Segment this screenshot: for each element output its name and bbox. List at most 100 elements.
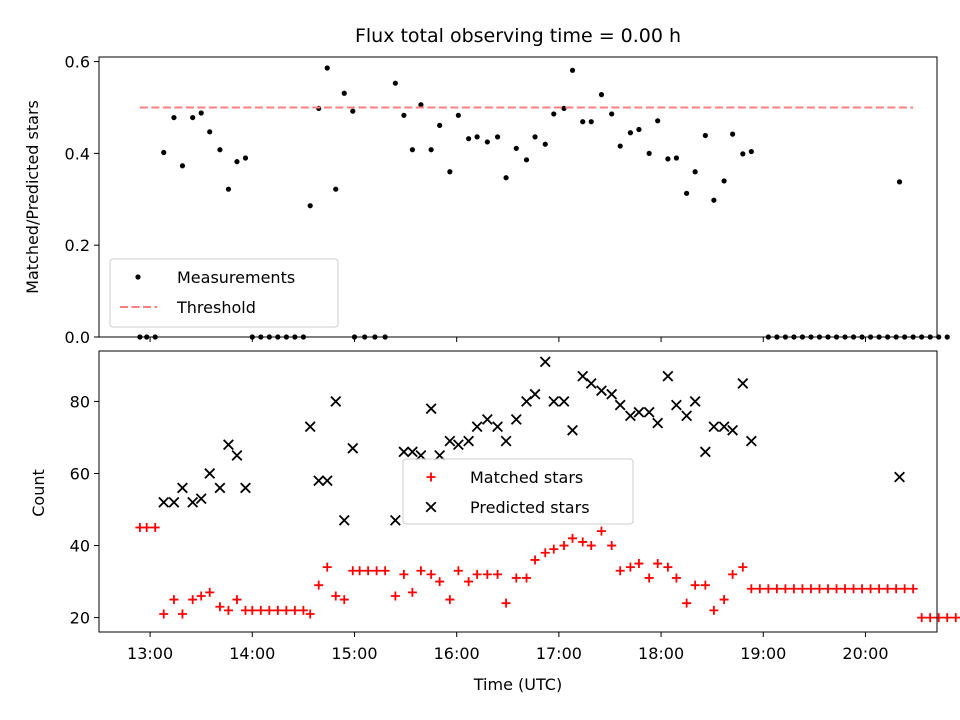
matched-stars-point <box>568 533 578 543</box>
matched-stars-point <box>866 584 876 594</box>
matched-stars-point <box>908 584 918 594</box>
matched-stars-point <box>159 609 169 619</box>
matched-stars-point <box>780 584 790 594</box>
matched-stars-point <box>177 609 187 619</box>
x-tick-label: 17:00 <box>536 644 582 663</box>
predicted-stars-point <box>510 414 522 425</box>
measurements-point <box>171 114 177 121</box>
predicted-stars-point <box>708 421 720 433</box>
predicted-stars-point <box>463 435 475 447</box>
measurements-point <box>447 169 453 175</box>
measurements-point <box>401 112 407 118</box>
predicted-stars-point <box>585 377 597 389</box>
predicted-stars-point <box>670 399 682 411</box>
matched-stars-point <box>232 595 242 605</box>
x-tick-label: 16:00 <box>434 644 480 663</box>
bottom-panel: 20 40 60 80 13:00 14:00 15:00 16:00 17:00 18:00 19… <box>29 350 960 694</box>
measurements-point <box>702 132 708 139</box>
predicted-stars-point <box>624 410 636 422</box>
measurements-point <box>636 126 642 133</box>
x-axis-label: Time (UTC) <box>473 675 562 694</box>
predicted-stars-point <box>577 370 589 382</box>
y-tick-label: 0.4 <box>65 144 90 163</box>
measurements-point <box>617 143 623 149</box>
measurements-point <box>692 169 698 175</box>
predicted-stars-point <box>894 471 905 483</box>
y-tick-label: 40 <box>70 537 90 556</box>
x-tick-label: 14:00 <box>229 644 275 663</box>
predicted-stars-point <box>406 446 418 458</box>
legend-predicted-stars-swatch <box>425 501 437 513</box>
matched-stars-point <box>372 566 382 576</box>
predicted-stars-point <box>158 496 170 508</box>
y-tick-label: 20 <box>70 609 90 628</box>
matched-stars-point <box>823 584 833 594</box>
matched-stars-point <box>925 613 935 623</box>
predicted-stars-point <box>548 395 560 407</box>
legend-measurements-swatch <box>135 274 141 280</box>
predicted-stars-point <box>389 514 401 526</box>
matched-stars-point <box>596 526 606 536</box>
matched-stars-point <box>426 569 436 579</box>
measurements-point <box>207 129 213 135</box>
measurements-point <box>341 90 347 96</box>
matched-stars-point <box>142 523 152 533</box>
matched-stars-point <box>416 566 426 576</box>
matched-stars-point <box>789 584 799 594</box>
top-panel: 0.0 0.2 0.4 0.6 Matched/Predicted stars Mea… <box>23 53 950 347</box>
matched-stars-point <box>900 584 910 594</box>
matched-stars-point <box>746 584 756 594</box>
matched-stars-point <box>273 605 283 615</box>
matched-stars-point <box>772 584 782 594</box>
measurements-point <box>569 67 576 73</box>
measurements-point <box>392 80 398 86</box>
matched-stars-point <box>849 584 859 594</box>
matched-stars-point <box>390 591 400 601</box>
matched-stars-point <box>407 587 417 597</box>
matched-stars-point <box>671 573 681 583</box>
matched-stars-point <box>399 569 409 579</box>
predicted-stars-point <box>214 482 226 494</box>
matched-stars-point <box>530 555 540 565</box>
matched-stars-point <box>559 541 569 551</box>
matched-stars-point <box>615 566 625 576</box>
matched-stars-point <box>453 566 463 576</box>
predicted-stars-point <box>596 385 607 397</box>
predicted-stars-point <box>689 395 701 407</box>
measurements-point <box>455 112 461 118</box>
matched-stars-point <box>700 580 710 590</box>
y-tick-label: 80 <box>70 392 90 411</box>
matched-stars-point <box>493 569 503 579</box>
matched-stars-point <box>169 595 179 605</box>
matched-stars-point <box>806 584 816 594</box>
predicted-stars-point <box>481 414 493 425</box>
matched-stars-point <box>380 566 390 576</box>
measurements-point <box>580 119 586 125</box>
x-tick-label: 18:00 <box>638 644 684 663</box>
measurements-point <box>513 145 519 151</box>
matched-stars-point <box>840 584 850 594</box>
matched-stars-point <box>549 544 559 554</box>
legend-frame <box>109 258 339 328</box>
matched-stars-point <box>951 613 960 623</box>
measurements-point <box>673 155 680 161</box>
measurements-point <box>523 157 530 163</box>
bottom-legend: Matched stars Predicted stars <box>402 458 634 525</box>
measurements-point <box>944 334 950 340</box>
matched-stars-point <box>205 587 215 597</box>
matched-stars-point <box>644 573 654 583</box>
y-tick-label: 0.0 <box>65 328 90 347</box>
measurements-point <box>428 147 434 153</box>
predicted-stars-point <box>500 435 512 447</box>
predicted-stars-point <box>347 442 359 454</box>
predicted-stars-point <box>558 395 570 407</box>
top-legend: Measurements Threshold <box>109 258 339 328</box>
measurements-point <box>542 141 548 147</box>
matched-stars-point <box>363 566 373 576</box>
predicted-stars-point <box>699 446 711 458</box>
measurements-point <box>503 175 509 181</box>
matched-stars-point <box>298 605 308 615</box>
predicted-stars-point <box>452 439 464 451</box>
matched-stars-point <box>314 580 324 590</box>
measurements-point <box>598 92 605 98</box>
